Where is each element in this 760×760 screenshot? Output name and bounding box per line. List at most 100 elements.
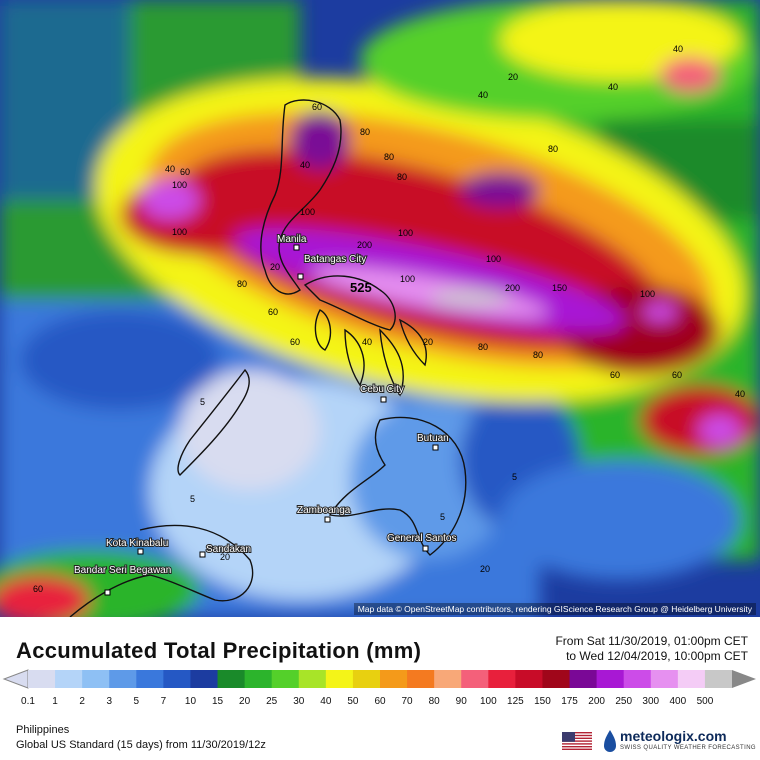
city-bandar-seri-begawan[interactable]: Bandar Seri Begawan [73,564,172,596]
precipitation-field [0,0,760,617]
city-butuan[interactable]: Butuan [416,432,450,451]
contour-label: 5 [190,494,195,504]
contour-label: 20 [423,337,433,347]
city-label: Butuan [417,433,449,444]
date-from: From Sat 11/30/2019, 01:00pm CET [555,634,748,648]
legend-tick-label: 500 [696,696,714,707]
legend-colorbar [2,669,756,689]
legend-tick-label: 10 [184,696,197,707]
contour-label: 80 [533,350,543,360]
legend-tick-label: 200 [588,696,605,707]
city-sandakan[interactable]: Sandakan [199,543,252,558]
brand-name[interactable]: meteologix.com [620,728,727,744]
legend-swatch [677,670,706,688]
city-label: Bandar Seri Begawan [74,565,171,576]
legend-tick-label: 150 [534,696,551,707]
city-markers: Manila Batangas City Cebu City Butuan Za… [73,233,458,596]
city-kota-kinabalu[interactable]: Kota Kinabalu [105,537,169,555]
date-to: to Wed 12/04/2019, 10:00pm CET [566,649,748,663]
legend-swatch [298,670,327,688]
page-title: Accumulated Total Precipitation (mm) [16,638,422,663]
legend-swatch [569,670,598,688]
contour-label: 60 [312,102,322,112]
region-label: Philippines [16,724,70,736]
contour-label: 200 [357,240,372,250]
city-label: General Santos [387,533,457,544]
legend-swatch [623,670,652,688]
legend-swatch [28,670,56,688]
legend-tick-label: 5 [133,696,140,707]
legend-swatch [596,670,625,688]
contour-label: 80 [360,127,370,137]
legend-swatch [407,670,435,688]
legend-tick-label: 15 [211,696,224,707]
legend-swatch [136,670,164,688]
legend-swatch [650,670,679,688]
map-attribution: Map data © OpenStreetMap contributors, r… [353,603,756,615]
contour-label: 80 [548,144,558,154]
contour-label: 60 [180,167,190,177]
city-label: Sandakan [206,544,251,555]
contour-labels: 60 80 40 60 100 100 80 200 100 80 80 80 … [33,44,745,594]
legend-tick-label: 0.1 [21,696,35,707]
legend-swatch [488,670,516,688]
legend-tick-label: 25 [266,696,278,707]
contour-label: 60 [290,337,300,347]
legend-swatch [217,670,246,688]
legend-swatch [163,670,191,688]
contour-label: 20 [220,552,230,562]
contour-label: 100 [172,227,187,237]
contour-label: 60 [610,370,620,380]
city-manila[interactable]: Manila [276,233,308,251]
city-batangas[interactable]: Batangas City [297,253,367,280]
us-flag-icon [562,732,592,750]
legend-tick-label: 175 [561,696,578,707]
contour-label: 60 [33,584,43,594]
contour-label: 80 [384,152,394,162]
legend-arrow-left [2,669,29,689]
contour-label: 80 [478,342,488,352]
contour-label: 60 [268,307,278,317]
legend-swatch [82,670,110,688]
contour-label: 20 [270,262,280,272]
contour-label: 100 [400,274,415,284]
contour-label: 525 [350,280,372,295]
contour-label: 40 [608,82,618,92]
legend-swatch [515,670,543,688]
contour-label: 20 [480,564,490,574]
contour-label: 100 [300,207,315,217]
legend-swatch [542,670,571,688]
contour-label: 80 [237,279,247,289]
contour-label: 100 [640,289,655,299]
contour-label: 100 [486,254,501,264]
contour-label: 40 [362,337,372,347]
legend-tick-label: 3 [106,696,112,707]
legend-tick-label: 250 [615,696,633,707]
contour-label: 5 [440,512,445,522]
legend-swatch [352,670,381,688]
legend-tick-label: 400 [669,696,687,707]
legend-tick-label: 2 [79,696,85,707]
city-cebu[interactable]: Cebu City [359,383,405,403]
legend-tick-label: 70 [401,696,413,707]
contour-label: 40 [165,164,175,174]
legend-tick-label: 30 [293,696,305,707]
legend-ticks: 0.1 1 2 3 5 7 10 15 20 25 30 40 50 60 70 80 90 100 125 150 1… [0,696,760,710]
city-zamboanga[interactable]: Zamboanga [296,504,352,523]
legend-swatch [55,670,83,688]
contour-label: 5 [200,397,205,407]
legend-arrow-right [732,670,756,688]
legend-tick-label: 90 [455,696,467,707]
legend-tick-label: 60 [374,696,386,707]
legend-swatch [271,670,300,688]
city-general-santos[interactable]: General Santos [386,532,458,552]
legend-swatch [244,670,273,688]
legend-tick-label: 1 [52,696,58,707]
city-label: Manila [277,234,307,245]
city-label: Batangas City [304,254,366,265]
map-canvas: 60 80 40 60 100 100 80 200 100 80 80 80 … [0,0,760,617]
legend-swatch [461,670,489,688]
legend-tick-label: 20 [239,696,251,707]
legend-tick-label: 40 [320,696,332,707]
precipitation-map[interactable]: 60 80 40 60 100 100 80 200 100 80 80 80 … [0,0,760,617]
